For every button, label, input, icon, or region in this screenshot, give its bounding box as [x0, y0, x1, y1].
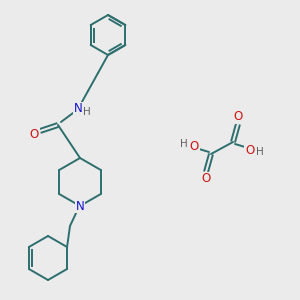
Text: H: H	[83, 107, 91, 117]
Text: O: O	[233, 110, 243, 124]
Text: O: O	[189, 140, 199, 152]
Text: N: N	[74, 103, 82, 116]
Text: N: N	[76, 200, 84, 212]
Text: H: H	[256, 147, 264, 157]
Text: O: O	[29, 128, 39, 140]
Text: O: O	[245, 143, 255, 157]
Text: O: O	[201, 172, 211, 185]
Text: H: H	[180, 139, 188, 149]
